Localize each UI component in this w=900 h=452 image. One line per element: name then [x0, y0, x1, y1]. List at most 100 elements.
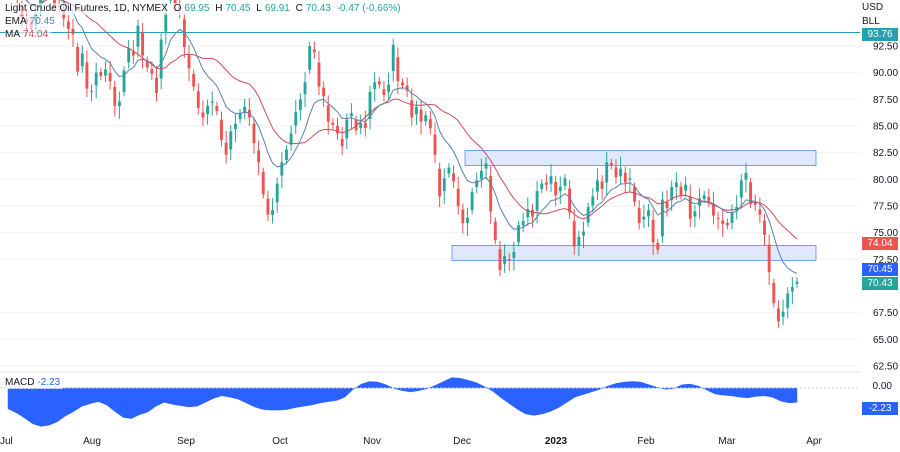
candle-body [693, 211, 697, 217]
candle [698, 188, 701, 219]
candle-body [526, 209, 530, 218]
candle-body [266, 198, 270, 215]
time-tick-label: Apr [806, 436, 822, 447]
candle-body [628, 178, 632, 180]
candle [215, 101, 219, 116]
candle-body [359, 122, 363, 129]
candle [563, 174, 567, 191]
candle-body [424, 115, 428, 122]
candle-body [795, 281, 799, 284]
candle-body [257, 150, 261, 163]
candle-body [322, 87, 326, 97]
candle-body [150, 69, 154, 74]
candle-body [252, 123, 256, 144]
ema-legend[interactable]: EMA 70.45 [5, 16, 58, 28]
candle [141, 23, 145, 69]
candle [396, 47, 400, 94]
candle-body [688, 196, 692, 219]
candle-body [479, 170, 483, 180]
candle [257, 140, 261, 176]
candle-body [484, 163, 488, 169]
high-label: H [215, 3, 223, 14]
macd-area [7, 377, 798, 427]
candle-body [544, 182, 548, 185]
candle-body [517, 225, 520, 243]
candle [725, 218, 729, 230]
candle-body [781, 311, 785, 317]
candle [716, 211, 720, 230]
candle-body [233, 123, 237, 130]
candle [582, 221, 585, 249]
price-tick-label: 62.50 [873, 362, 898, 373]
candle-body [730, 212, 734, 223]
candle-body [210, 101, 214, 103]
unit-label: BLL [862, 16, 880, 27]
candle-body [521, 220, 525, 226]
candle-body [131, 51, 135, 56]
candle-body [308, 46, 312, 70]
candle [739, 174, 743, 209]
candle [707, 188, 711, 208]
candle-body [572, 221, 576, 247]
price-tick-label: 87.50 [873, 95, 898, 106]
candle-body [285, 149, 288, 161]
candle-body [99, 72, 103, 76]
time-tick-label: Sep [177, 436, 195, 447]
candle-body [336, 125, 339, 134]
candle [568, 180, 572, 219]
candle-body [275, 183, 279, 203]
candle [76, 42, 80, 76]
price-tick-label: 67.50 [873, 308, 898, 319]
candle [373, 72, 377, 102]
candle [414, 100, 418, 125]
time-tick-label: Jul [0, 436, 13, 447]
candle-body [786, 293, 790, 308]
candle [679, 182, 683, 200]
candle [136, 19, 140, 58]
symbol-title[interactable]: Light Crude Oil Futures, 1D, NYMEX [5, 3, 168, 14]
candle [298, 93, 302, 121]
price-tick-label: 77.50 [873, 202, 898, 213]
candle-body [493, 221, 497, 241]
candle-body [758, 209, 762, 215]
symbol-legend[interactable]: Light Crude Oil Futures, 1D, NYMEX O 69.9… [5, 3, 404, 15]
candle-body [609, 163, 613, 166]
candle-body [164, 12, 168, 32]
candle-body [674, 182, 678, 188]
time-tick-label: Nov [363, 436, 381, 447]
candle [131, 40, 135, 65]
macd-legend[interactable]: MACD -2.23 [5, 377, 64, 389]
candle [201, 100, 205, 126]
time-axis: Jul Aug Sep Oct Nov Dec 2023 Feb Mar Apr [0, 436, 822, 447]
candle [577, 230, 581, 256]
candle [289, 125, 293, 152]
candle [210, 91, 214, 116]
candle [182, 13, 186, 58]
candle-body [642, 216, 646, 220]
price-tick-label: 82.50 [873, 148, 898, 159]
candle-body [498, 249, 502, 270]
candle-body [447, 167, 451, 174]
candle-body [568, 188, 572, 213]
candle-body [155, 77, 158, 93]
candle-body [558, 186, 562, 192]
candle-body [428, 119, 432, 129]
candle-body [507, 259, 511, 261]
candle-body [215, 105, 219, 112]
candle [266, 190, 270, 221]
close-label: C [295, 3, 303, 14]
ma-legend[interactable]: MA 74.04 [5, 29, 52, 41]
candle-body [419, 109, 423, 122]
candle-body [187, 55, 191, 69]
candle [331, 118, 335, 130]
candle-body [475, 180, 479, 188]
candle-body [461, 209, 465, 224]
candle-body [261, 171, 265, 195]
candle-body [776, 308, 780, 322]
candle [674, 172, 678, 200]
close-value: 70.43 [305, 3, 331, 14]
candle [405, 77, 409, 98]
candle-body [512, 251, 516, 258]
candle [753, 194, 757, 212]
